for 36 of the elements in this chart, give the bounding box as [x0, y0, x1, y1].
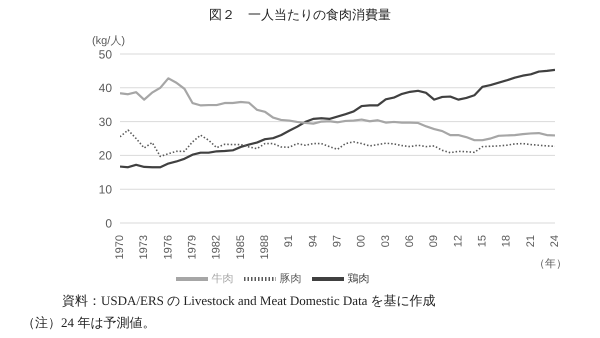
- text: （注）24 年は予測値。: [22, 314, 156, 332]
- x-tick-label: 1973: [138, 235, 150, 260]
- legend-label: 鶏肉: [348, 272, 370, 285]
- legend-label: 牛肉: [212, 272, 234, 285]
- chart-title: 図２ 一人当たりの食肉消費量: [208, 6, 392, 24]
- x-tick-label: 00: [356, 235, 368, 248]
- x-tick-label: 03: [380, 235, 392, 248]
- x-tick-label: 24: [549, 235, 561, 248]
- x-tick-label: 1988: [259, 235, 271, 260]
- x-tick-label: 1979: [186, 235, 198, 260]
- x-tick-label: 12: [452, 235, 464, 248]
- x-tick-label: 06: [404, 235, 416, 248]
- x-tick-label: 94: [307, 235, 320, 248]
- legend-label: 豚肉: [280, 272, 302, 285]
- x-tick-label: 91: [283, 235, 296, 248]
- x-tick-label: 18: [500, 235, 513, 248]
- text: 資料：USDA/ERS の Livestock and Meat Domestic Data を基に作成: [62, 292, 436, 310]
- y-tick-label: 0: [105, 216, 112, 230]
- x-axis-title: （年）: [534, 257, 567, 271]
- x-tick-label: 15: [476, 235, 488, 248]
- x-tick-label: 1970: [114, 235, 126, 260]
- x-tick-label: 09: [428, 235, 440, 248]
- x-tick-label: 1985: [234, 235, 247, 260]
- x-tick-label: 1976: [162, 235, 174, 260]
- line-series: [120, 129, 555, 158]
- y-tick-label: 30: [98, 114, 112, 129]
- x-tick-label: 1982: [210, 235, 223, 260]
- y-tick-label: 20: [98, 148, 112, 163]
- x-tick-label: 21: [524, 235, 537, 248]
- y-tick-label: 40: [98, 81, 112, 96]
- y-tick-label: 10: [98, 182, 112, 196]
- y-tick-label: 50: [98, 47, 112, 62]
- line-series: [120, 77, 555, 142]
- line-series: [120, 68, 555, 168]
- x-tick-label: 97: [332, 235, 344, 248]
- y-axis-title: (kg/人): [92, 34, 125, 48]
